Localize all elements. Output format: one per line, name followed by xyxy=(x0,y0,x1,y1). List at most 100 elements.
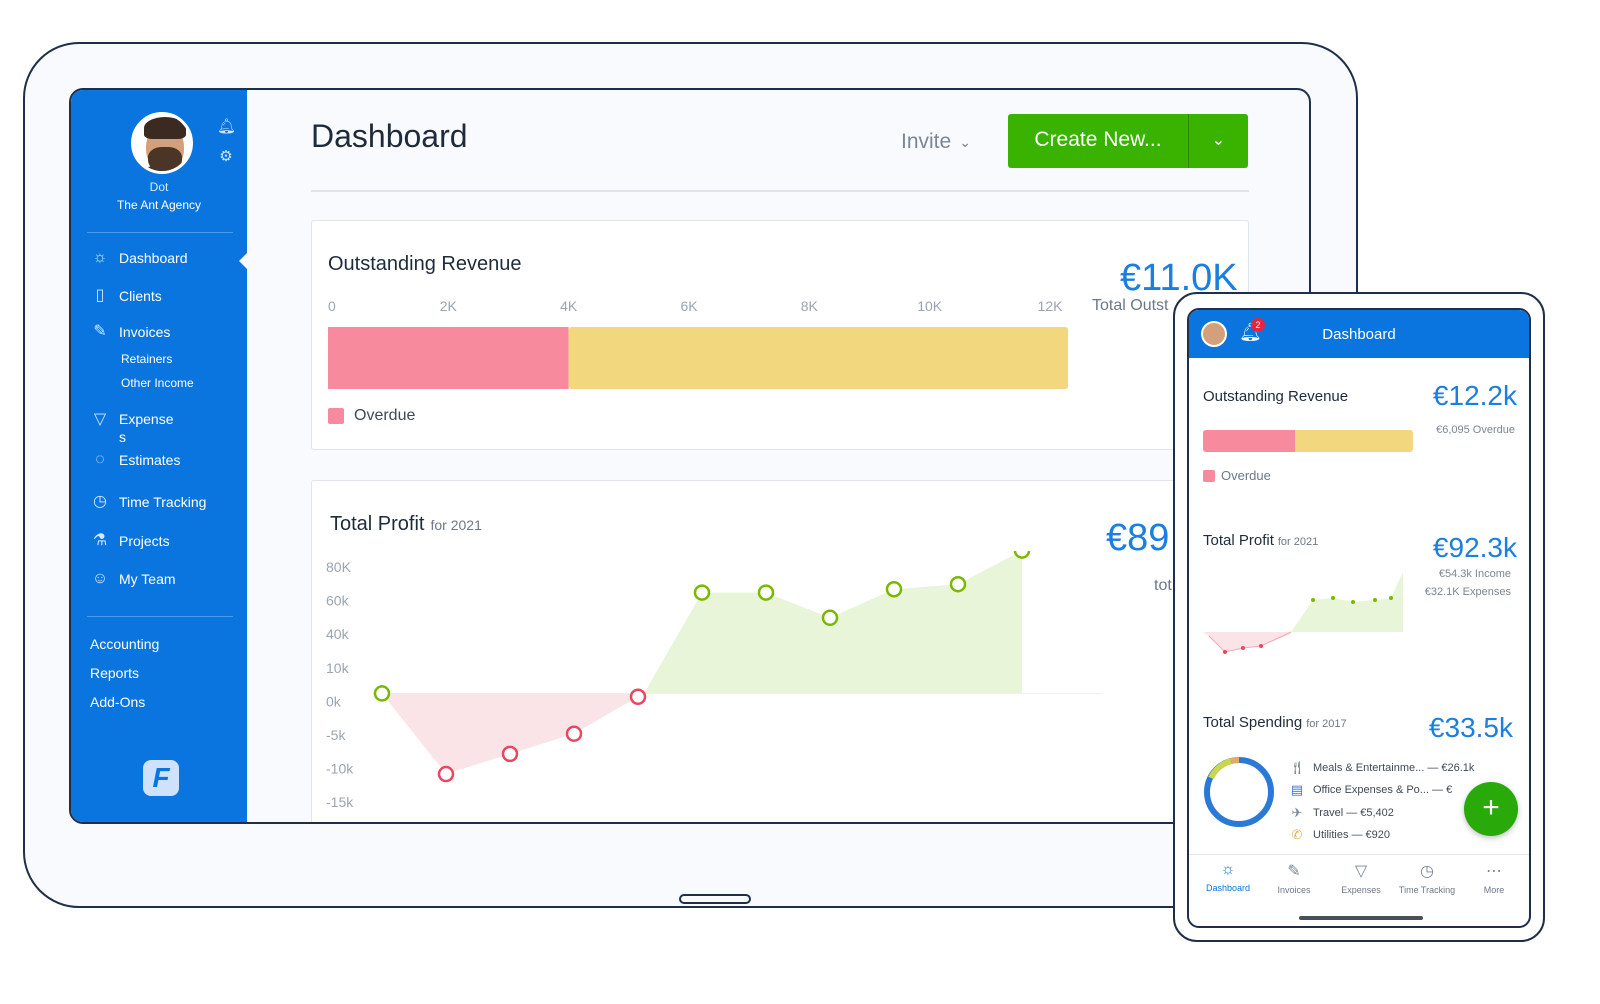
overdue-bar-segment[interactable] xyxy=(328,327,569,389)
profit-amount: €89 xyxy=(1106,517,1170,559)
spending-item[interactable]: ▤ Office Expenses & Po... — € xyxy=(1289,782,1452,798)
sidebar-item-dashboard[interactable]: ☼ Dashboard xyxy=(89,248,188,268)
sidebar-item-label: Invoices xyxy=(119,324,171,340)
phone-spending-title: Total Spending xyxy=(1203,714,1303,731)
tab-label: Dashboard xyxy=(1205,883,1251,893)
sidebar-item-projects[interactable]: ⚗ Projects xyxy=(89,531,170,551)
sidebar-item-add-ons[interactable]: Add-Ons xyxy=(90,694,146,710)
data-point[interactable] xyxy=(437,765,455,783)
chevron-down-icon[interactable]: ⌄ xyxy=(1211,132,1226,149)
tablet-home-button[interactable] xyxy=(679,894,751,904)
tab-dashboard[interactable]: ☼ Dashboard xyxy=(1195,861,1261,893)
spending-item-label: Travel — €5,402 xyxy=(1313,807,1394,819)
estimate-icon: ◌ xyxy=(95,451,105,468)
tab-time-tracking[interactable]: ◷ Time Tracking xyxy=(1394,861,1460,895)
freshbooks-logo-icon: F xyxy=(143,760,179,796)
spending-item[interactable]: 🍴︎ Meals & Entertainme... — €26.1k xyxy=(1289,760,1474,776)
utensils-icon: 🍴︎ xyxy=(1289,760,1306,775)
tab-invoices[interactable]: ✎ Invoices xyxy=(1261,861,1327,895)
phone-home-indicator[interactable] xyxy=(1299,916,1423,920)
invite-dropdown[interactable]: Invite ⌄ xyxy=(901,130,971,154)
avatar[interactable] xyxy=(131,112,193,174)
tab-label: More xyxy=(1483,885,1505,895)
x-tick-label: 6K xyxy=(680,298,698,314)
flask-icon: ⚗ xyxy=(92,532,108,549)
x-tick-label: 2K xyxy=(440,298,458,314)
plane-icon: ✈ xyxy=(1291,805,1303,820)
sidebar-item-label: Time Tracking xyxy=(119,494,207,510)
phone-screen: 🔔︎ 2 Dashboard Outstanding Revenue €12.2… xyxy=(1187,308,1531,928)
tab-label: Expenses xyxy=(1341,885,1381,895)
data-point[interactable] xyxy=(821,609,839,627)
data-point[interactable] xyxy=(885,580,903,598)
sidebar-item-clients[interactable]: ▯ Clients xyxy=(89,286,162,306)
tablet-screen: 🔔︎ ⚙ Dot The Ant Agency ☼ Dashboard ▯ Cl… xyxy=(69,88,1311,824)
sidebar-item-expenses[interactable]: ▽ Expense s xyxy=(89,410,174,446)
data-point[interactable] xyxy=(373,685,391,702)
card-title: Outstanding Revenue xyxy=(328,253,522,275)
y-tick-label: -5k xyxy=(326,727,346,743)
create-new-label[interactable]: Create New... xyxy=(1034,128,1162,151)
data-point[interactable] xyxy=(501,745,519,763)
total-profit-card[interactable]: Total Profit for 2021 €89 tot 80K 60k 40k 10… xyxy=(311,480,1249,822)
card-title: Total Profit for 2021 xyxy=(330,513,482,536)
sidebar-divider xyxy=(87,232,233,233)
y-tick-label: 40k xyxy=(326,626,350,642)
x-tick-label: 12K xyxy=(1038,298,1064,314)
data-point[interactable] xyxy=(629,688,647,706)
x-tick-label: 0 xyxy=(328,298,336,314)
data-point[interactable] xyxy=(757,584,775,601)
profit-subtitle: for 2021 xyxy=(430,517,482,533)
sun-icon: ☼ xyxy=(1220,861,1236,878)
sidebar-item-accounting[interactable]: Accounting xyxy=(90,636,160,652)
sidebar-item-reports[interactable]: Reports xyxy=(90,665,140,681)
sidebar-item-label: Dashboard xyxy=(119,250,188,266)
data-point[interactable] xyxy=(693,584,711,601)
gear-icon[interactable]: ⚙ xyxy=(219,148,233,165)
tab-expenses[interactable]: ▽ Expenses xyxy=(1328,861,1394,895)
phone-profit-label: Total Profit for 2021 xyxy=(1203,532,1318,549)
spending-item[interactable]: ✆ Utilities — €920 xyxy=(1289,827,1391,843)
sidebar-item-time-tracking[interactable]: ◷ Time Tracking xyxy=(89,492,206,512)
data-point[interactable] xyxy=(1013,551,1031,559)
outstanding-revenue-card[interactable]: Outstanding Revenue €11.0K Total Outst 0… xyxy=(311,220,1249,450)
sidebar-item-invoices[interactable]: ✎ Invoices xyxy=(89,322,170,342)
user-name: Dot xyxy=(149,180,169,194)
invoice-icon: ✎ xyxy=(93,323,107,340)
add-button[interactable]: + xyxy=(1464,782,1518,836)
phone-header: 🔔︎ 2 Dashboard xyxy=(1189,310,1529,358)
phone-overdue-legend: Overdue xyxy=(1203,468,1271,483)
phone-tab-bar: ☼ Dashboard ✎ Invoices ▽ Expenses ◷ Time Tra… xyxy=(1189,854,1529,904)
y-tick-label: 60k xyxy=(326,593,350,609)
invoice-icon: ✎ xyxy=(1287,863,1301,880)
sidebar-item-estimates[interactable]: ◌ Estimates xyxy=(89,450,180,470)
spending-item[interactable]: ✈ Travel — €5,402 xyxy=(1289,805,1394,821)
bell-icon[interactable]: 🔔︎ xyxy=(217,118,237,135)
outstanding-bar-segment[interactable] xyxy=(568,327,1069,389)
tab-more[interactable]: ⋯ More xyxy=(1461,861,1527,895)
overdue-legend: Overdue xyxy=(328,407,415,425)
y-tick-label: 10k xyxy=(326,660,350,676)
phone-title: Dashboard xyxy=(1322,326,1396,343)
sidebar-subitem-retainers[interactable]: Retainers xyxy=(121,352,173,366)
sidebar-item-my-team[interactable]: ☺ My Team xyxy=(89,569,176,589)
avatar[interactable] xyxy=(1201,321,1227,347)
printer-icon: ▤ xyxy=(1290,782,1304,797)
y-tick-label: 0k xyxy=(326,693,342,709)
spending-item-label: Utilities — €920 xyxy=(1313,829,1391,841)
phone-outstanding-bar xyxy=(1203,430,1413,452)
y-tick-label: -10k xyxy=(326,761,354,777)
data-point[interactable] xyxy=(565,725,583,742)
x-tick-label: 4K xyxy=(560,298,578,314)
outstanding-amount-label: Total Outst xyxy=(1092,297,1169,314)
outstanding-revenue-chart: 0 2K 4K 6K 8K 10K 12K xyxy=(328,298,1069,389)
tab-label: Time Tracking xyxy=(1398,885,1456,895)
team-icon: ☺ xyxy=(91,570,109,587)
invite-label: Invite xyxy=(901,130,952,153)
phone-profit-income: €54.3k Income xyxy=(1438,568,1511,580)
sun-icon: ☼ xyxy=(92,249,108,266)
profit-title: Total Profit xyxy=(330,513,425,535)
sidebar-subitem-other-income[interactable]: Other Income xyxy=(121,376,194,390)
create-new-button[interactable]: Create New... ⌄ xyxy=(1008,114,1248,168)
data-point[interactable] xyxy=(949,575,967,593)
